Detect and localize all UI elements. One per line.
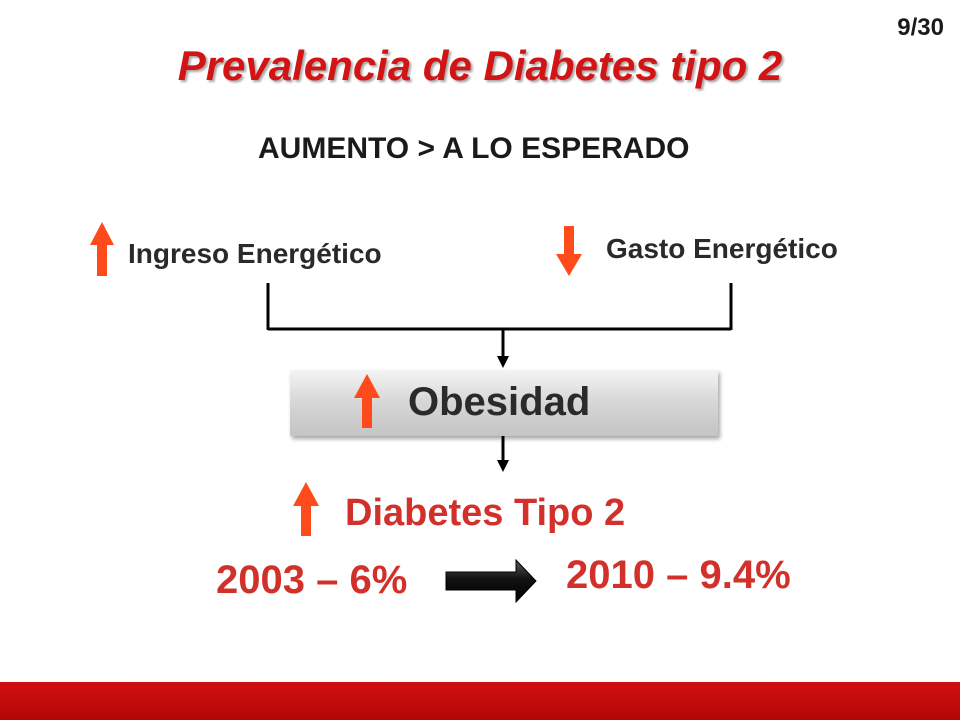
prevalence-2010-value: 2010 – 9.4% — [566, 553, 791, 597]
footer-bar — [0, 682, 960, 720]
ingreso-energetico-label: Ingreso Energético — [128, 238, 382, 269]
arrow-down-icon — [556, 226, 582, 276]
gasto-energetico-label: Gasto Energético — [606, 233, 838, 264]
bracket-connector — [266, 283, 733, 331]
slide-subtitle: AUMENTO > A LO ESPERADO — [258, 132, 690, 165]
prevalence-2003-value: 2003 – 6% — [216, 558, 408, 602]
diabetes-tipo-2-label: Diabetes Tipo 2 — [345, 492, 626, 534]
obesidad-label: Obesidad — [408, 380, 591, 424]
arrow-right-icon — [445, 558, 537, 604]
arrow-down-to-diabetes — [497, 436, 509, 472]
arrow-up-icon — [293, 482, 319, 536]
page-number: 9/30 — [897, 14, 944, 41]
arrow-up-icon — [90, 222, 114, 276]
arrow-down-to-obesidad — [497, 329, 509, 368]
slide-title: Prevalencia de Diabetes tipo 2 — [177, 42, 783, 89]
